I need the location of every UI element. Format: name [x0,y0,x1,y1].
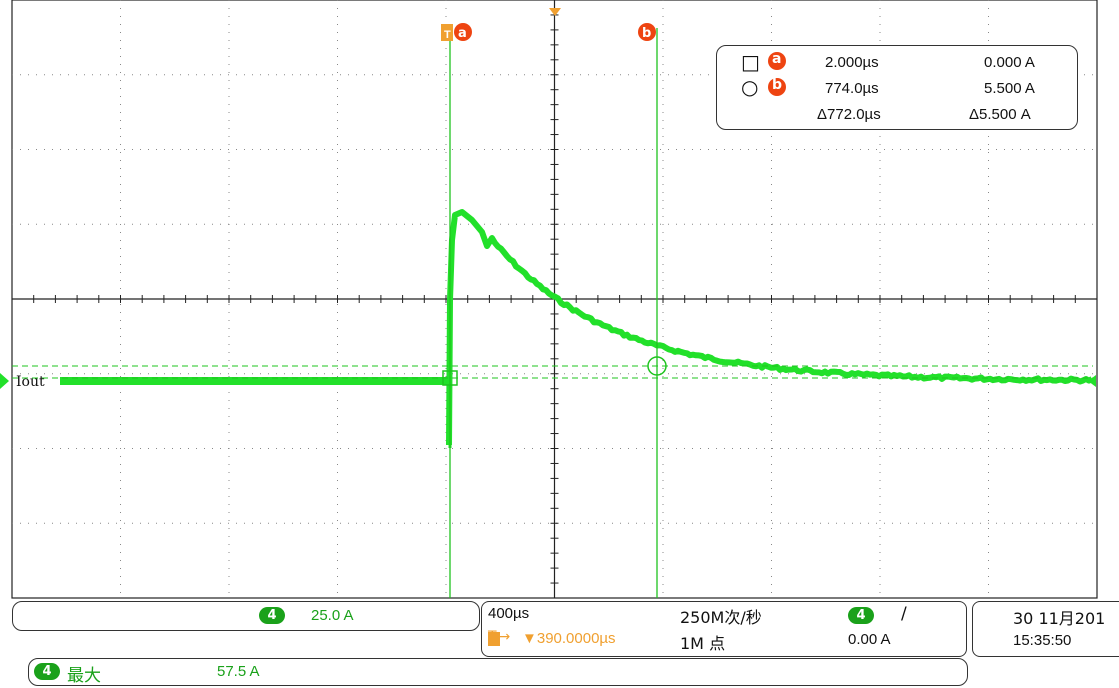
cursor-b-letter: b [642,26,651,41]
datetime-panel: 30 11月201 15:35:50 [972,601,1119,657]
cursor-a-square-marker [442,370,458,386]
waveform-channel-4 [60,209,1094,449]
date-display: 30 11月201 [1013,609,1106,628]
channel-scale-panel[interactable]: 4 25.0 A [12,601,480,631]
cursor-b-time: 774.0µs [825,80,879,97]
time-display: 15:35:50 [1013,632,1072,649]
cursor-b-value: 5.500 A [984,80,1035,97]
time-per-division: 400µs [488,605,530,622]
cursor-a-letter: a [458,26,467,41]
sample-rate: 250M次/秒 [680,608,762,627]
trigger-level: 0.00 A [848,631,891,648]
channel-label: Iout [16,374,45,390]
cursor-a-value: 0.000 A [984,54,1035,71]
measurement-value: 57.5 A [217,663,260,680]
trigger-slope-icon: / [901,604,907,624]
measurement-channel-badge: 4 [34,663,60,680]
waveform-baseline-pre [60,377,448,385]
waveform-trace [446,209,1094,446]
trigger-position-arrow: T→ [488,629,513,645]
channel-4-badge: 4 [259,607,285,624]
trigger-position-icon [488,632,500,646]
record-length: 1M 点 [680,634,726,653]
timebase-panel[interactable]: 400µs T→ ▼390.0000µs 250M次/秒 1M 点 4 / 0.… [481,601,967,657]
cursor-b-top-marker[interactable]: b [638,23,656,41]
measurement-label: 最大 [67,666,101,686]
cursor-b-circle-icon: ○ [741,75,759,99]
cursor-a-badge-letter: a [772,51,782,67]
channel-4-right-marker [1088,375,1096,387]
cursor-a-square-icon: □ [741,50,760,74]
cursor-readout-panel: □ a 2.000µs 0.000 A ○ b 774.0µs 5.500 A … [716,45,1078,130]
trigger-marker-letter: T [444,29,451,41]
cursor-b-badge-letter: b [772,77,783,93]
channel-4-scale: 25.0 A [311,607,354,624]
cursor-b-badge [768,78,786,96]
trigger-position-marker [549,8,561,16]
cursor-delta-time: Δ772.0µs [817,106,881,123]
trigger-channel-badge: 4 [848,607,874,624]
cursor-a-time: 2.000µs [825,54,879,71]
cursor-a-top-marker[interactable]: T a [441,23,472,41]
measurement-panel[interactable]: 4 最大 57.5 A [28,658,968,686]
trigger-position-value: ▼390.0000µs [522,630,616,647]
cursor-a-badge [768,52,786,70]
cursor-delta-value: Δ5.500 A [969,106,1031,123]
cursor-b-circle-marker [647,356,667,376]
channel-4-ground-marker [0,373,9,389]
